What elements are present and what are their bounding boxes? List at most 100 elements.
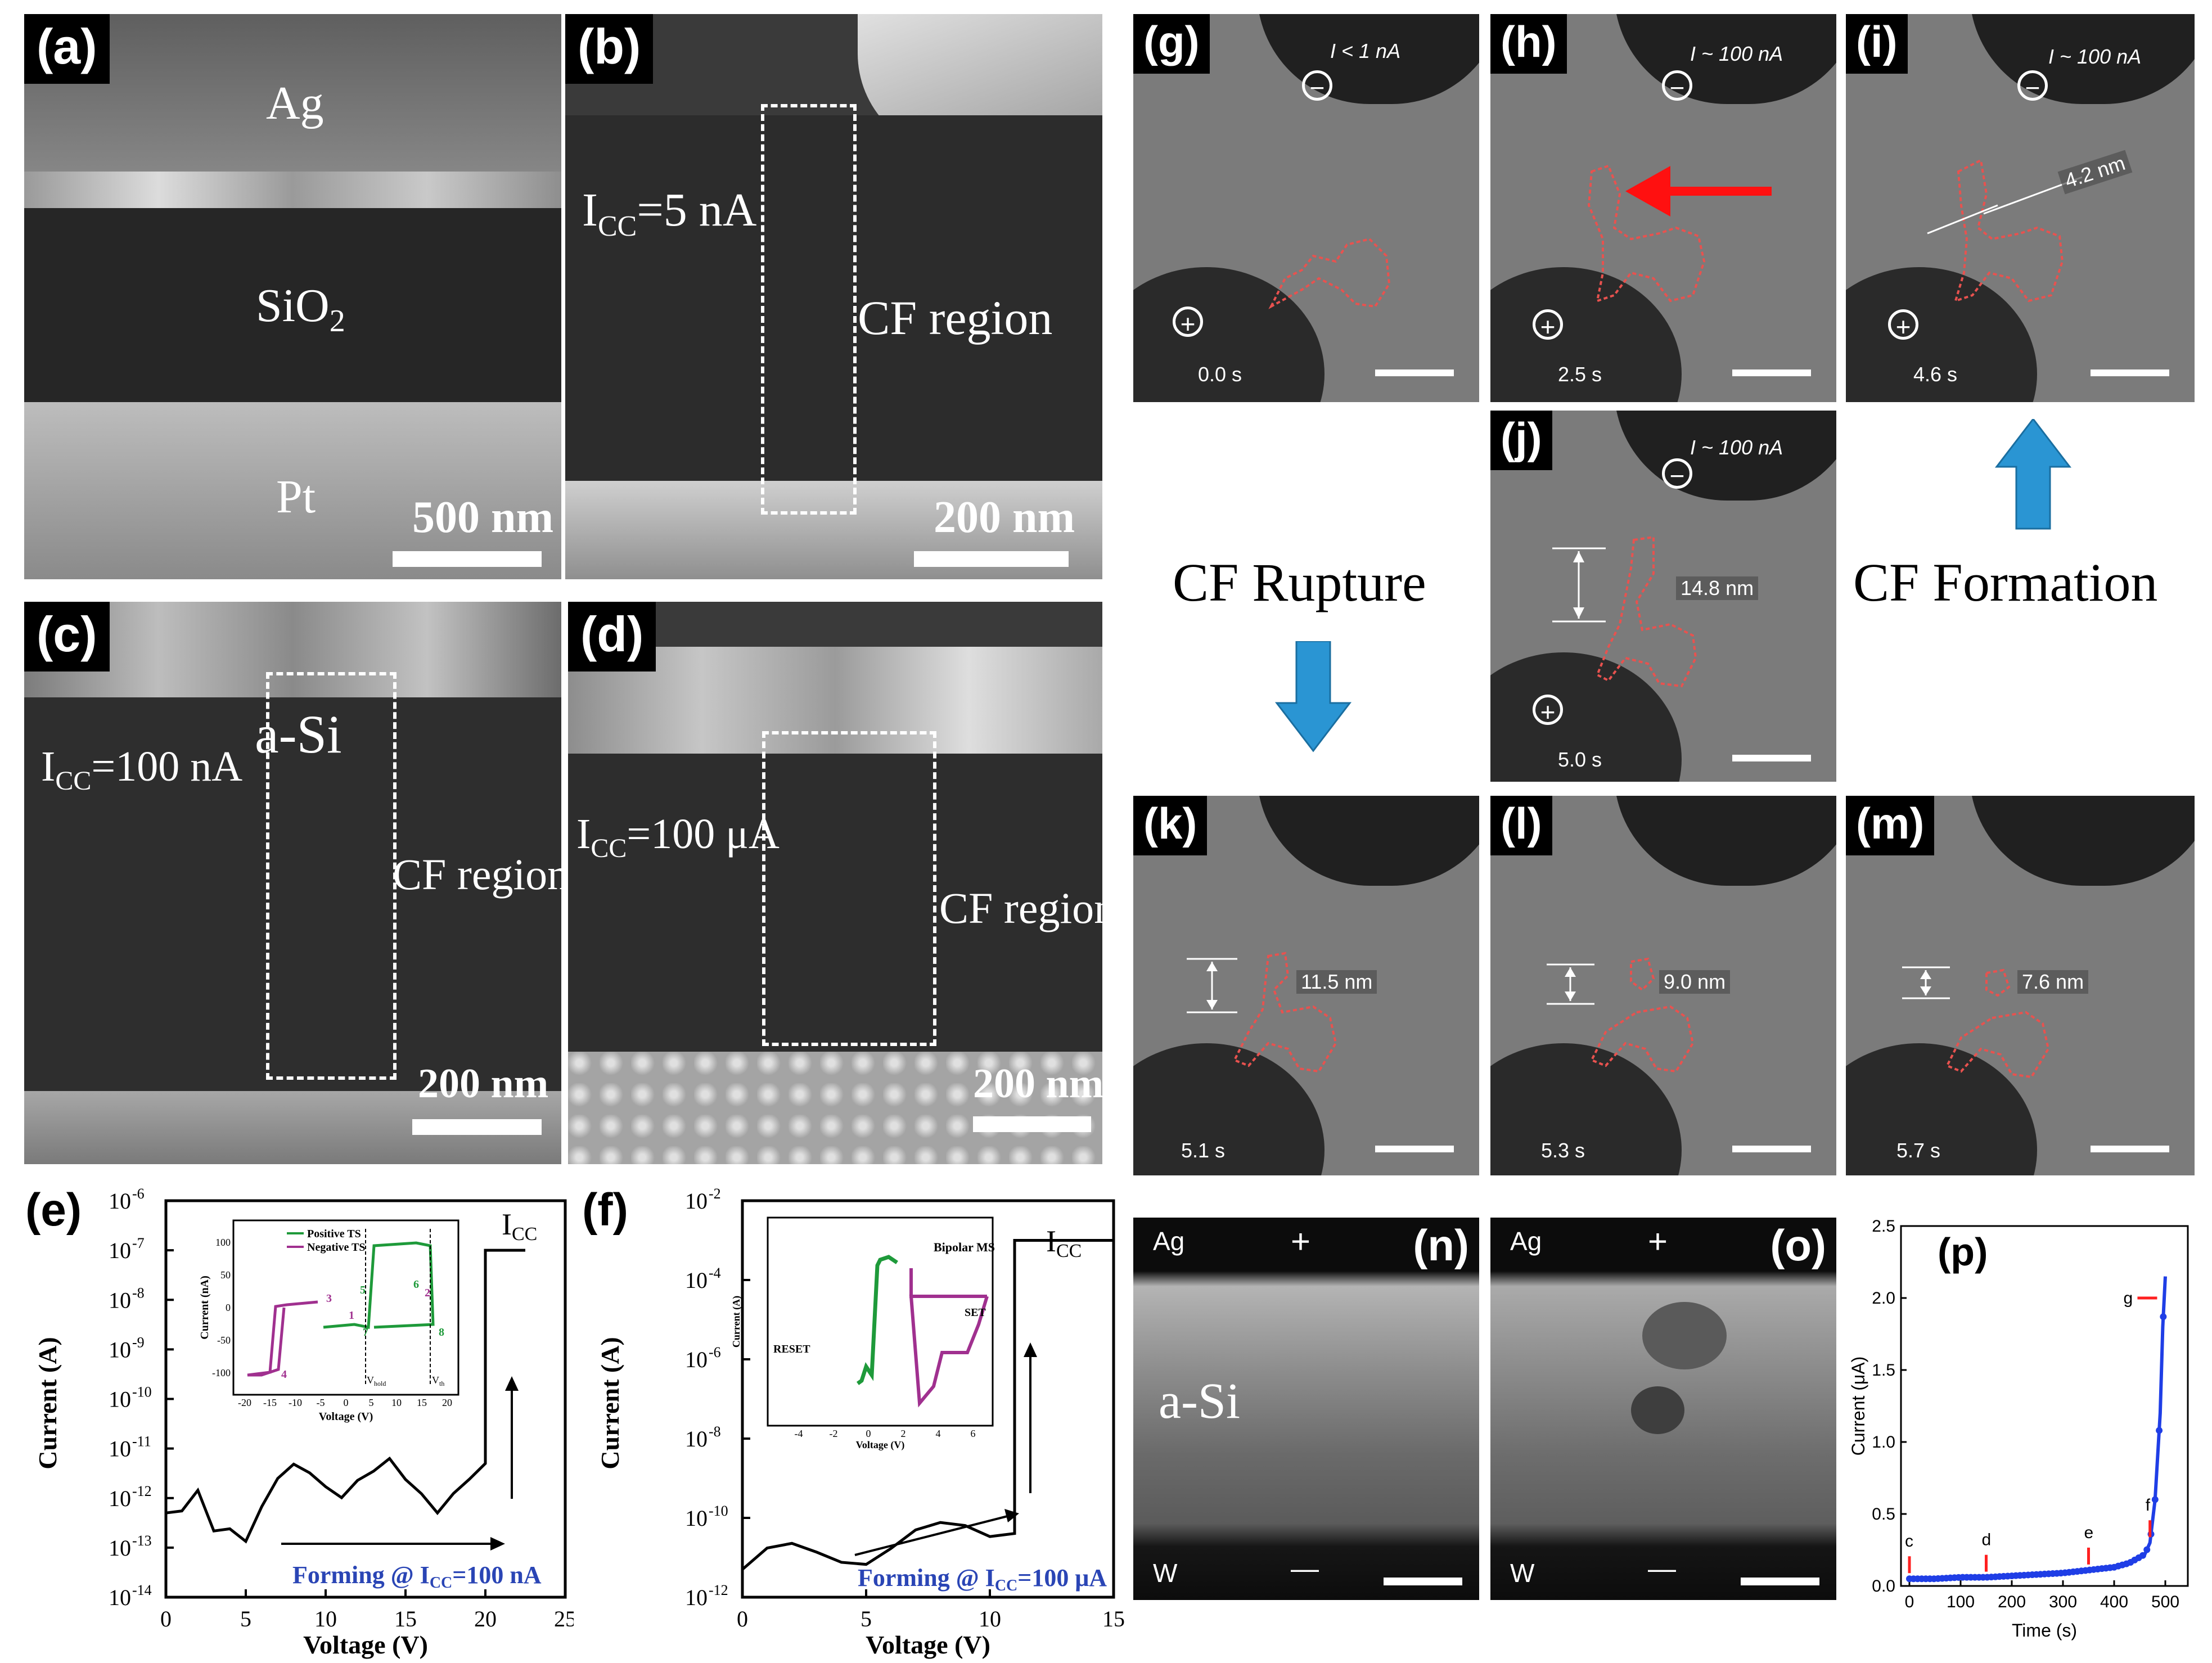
ag-top-edge <box>24 172 561 211</box>
plus-sign: + <box>1648 1223 1668 1260</box>
oxide-layer <box>568 754 1102 1057</box>
material-label: a-Si <box>255 704 342 764</box>
panel-c: (c) ICC=100 nA a-Si CF region 200 nm <box>24 602 561 1164</box>
y-tick-label: 10 <box>109 1238 131 1263</box>
y-tick-label: 0.0 <box>1872 1577 1895 1596</box>
inset-reset-label: RESET <box>773 1343 810 1355</box>
inset-x-tick-label: -4 <box>795 1428 803 1439</box>
inset-step-number: 4 <box>281 1368 287 1381</box>
panel-label: (a) <box>24 14 110 84</box>
y-tick-label: 0.5 <box>1872 1505 1895 1524</box>
y-tick-label: 10 <box>109 1188 131 1214</box>
cf-region-label: CF region <box>939 884 1102 932</box>
y-tick-label: 10 <box>685 1506 708 1531</box>
y-tick-exponent: -12 <box>132 1483 152 1499</box>
inset-frame <box>767 1216 994 1427</box>
plus-sign: + <box>1173 307 1203 339</box>
time-label: 5.1 s <box>1181 1139 1226 1162</box>
time-label: 5.7 s <box>1896 1139 1941 1162</box>
plus-sign: + <box>1533 695 1563 727</box>
panel-label: (n) <box>1413 1220 1469 1270</box>
current-label: I < 1 nA <box>1330 39 1401 62</box>
x-tick-label: 10 <box>314 1606 337 1632</box>
panel-l: (l) 9.0 nm 5.3 s <box>1490 796 1836 1175</box>
inset-x-label: Voltage (V) <box>319 1410 373 1423</box>
y-tick-exponent: -10 <box>709 1503 728 1519</box>
inset-x-label: Voltage (V) <box>856 1439 905 1451</box>
y-tick-label: 10 <box>109 1287 131 1313</box>
inset-reset-branch <box>856 1255 898 1385</box>
icc-label: ICC=100 μA <box>576 810 780 864</box>
pt-layer <box>24 402 561 579</box>
cf-region-label: CF region <box>858 291 1053 345</box>
ag-label: Ag <box>266 77 324 129</box>
filament-outline <box>1587 164 1706 303</box>
ag-layer <box>24 14 561 200</box>
w-electrode <box>568 1052 1102 1164</box>
scale-bar <box>1741 1578 1819 1585</box>
compliance-label: ICC <box>502 1207 537 1245</box>
inset-x-tick-label: -5 <box>317 1397 325 1408</box>
inset-x-tick-label: -10 <box>289 1397 302 1408</box>
inset-step-number: 5 <box>360 1284 366 1296</box>
inset-x-tick-label: 0 <box>866 1428 871 1439</box>
y-tick-exponent: -11 <box>132 1434 151 1450</box>
y-tick-label: 10 <box>685 1585 708 1610</box>
ag-electrode <box>24 602 561 700</box>
y-tick-label: 10 <box>109 1535 131 1561</box>
cf-region-box <box>761 104 857 515</box>
y-tick-label: 10 <box>109 1387 131 1412</box>
sio2-layer <box>24 208 561 402</box>
inset-step-number: 8 <box>439 1326 444 1338</box>
panel-h: (h) − + I ~ 100 nA 2.5 s <box>1490 14 1836 402</box>
oxide-layer <box>565 115 1102 481</box>
plot-frame <box>164 1199 567 1599</box>
forming-arrow <box>281 1537 505 1551</box>
y-tick-exponent: -13 <box>132 1533 152 1549</box>
x-tick-label: 25 <box>554 1606 574 1632</box>
inset-y-tick-label: 50 <box>220 1269 231 1281</box>
data-point <box>2156 1427 2163 1434</box>
marker-label: g <box>2123 1289 2133 1308</box>
inset-x-tick-label: 5 <box>369 1397 374 1408</box>
minus-sign: − <box>1662 458 1692 490</box>
inset-y-label: Current (nA) <box>199 1276 211 1340</box>
panel-b: (b) ICC=5 nA CF region 200 nm <box>565 14 1102 579</box>
data-point <box>2151 1496 2159 1503</box>
scale-bar <box>1375 369 1454 376</box>
y-tick-label: 2.5 <box>1872 1217 1895 1236</box>
y-tick-label: 10 <box>685 1268 708 1293</box>
plot-frame <box>741 1199 1115 1599</box>
x-tick-label: 400 <box>2100 1593 2128 1611</box>
panel-label: (g) <box>1133 14 1210 74</box>
y-tick-exponent: -2 <box>709 1186 721 1202</box>
minus-sign: — <box>1291 1553 1319 1584</box>
filament-outline <box>1547 957 1695 1073</box>
filament-outline <box>1902 966 2050 1079</box>
panel-g: (g) − + I < 1 nA 0.0 s <box>1133 14 1479 402</box>
filament-outline <box>1552 535 1697 688</box>
panel-label: (i) <box>1846 14 1908 74</box>
marker-label: e <box>2084 1524 2094 1542</box>
scale-bar <box>2091 369 2169 376</box>
scale-bar <box>2091 1146 2169 1152</box>
panel-d: (d) ICC=100 μA CF region 200 nm <box>568 602 1102 1164</box>
data-point <box>2143 1546 2151 1553</box>
y-tick-exponent: -6 <box>132 1186 145 1202</box>
pt-label: Pt <box>276 471 316 523</box>
scale-bar <box>1732 369 1811 376</box>
current-label: I ~ 100 nA <box>2048 45 2142 68</box>
minus-sign: — <box>1648 1553 1676 1584</box>
svg-text:Positive TS: Positive TS <box>307 1228 361 1240</box>
inset-y-tick-label: 100 <box>215 1237 231 1248</box>
void-2 <box>1631 1386 1684 1434</box>
panel-label: (k) <box>1133 796 1208 855</box>
scale-label: 200 nm <box>973 1061 1102 1107</box>
y-tick-label: 10 <box>109 1486 131 1511</box>
plot-frame <box>1900 1225 2189 1587</box>
y-axis-label: Current (A) <box>596 1337 624 1469</box>
x-tick-label: 20 <box>474 1606 497 1632</box>
panel-label: (l) <box>1490 796 1552 855</box>
data-line <box>741 1239 1114 1571</box>
